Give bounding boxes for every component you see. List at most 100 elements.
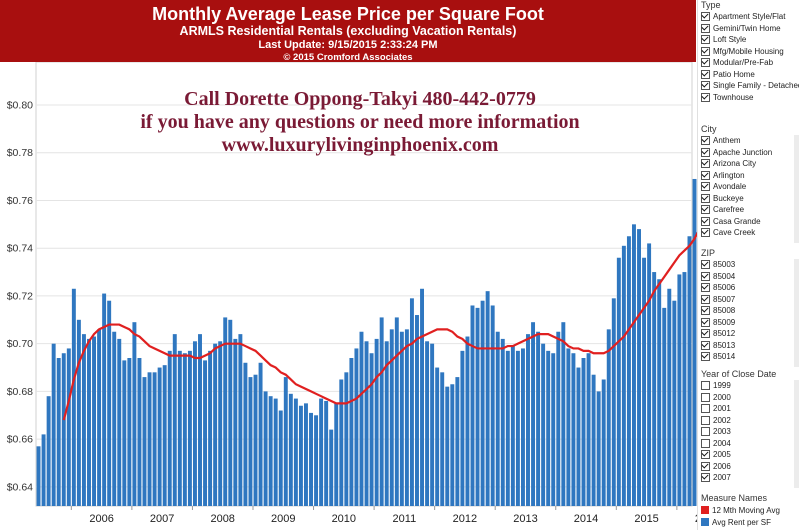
checkbox[interactable] xyxy=(701,260,710,270)
checkbox[interactable] xyxy=(701,461,710,471)
checkbox[interactable] xyxy=(701,427,710,437)
bar xyxy=(157,367,162,506)
zip-filter-option[interactable]: 85009 xyxy=(701,317,799,329)
type-filter-option[interactable]: Mfg/Mobile Housing xyxy=(701,46,799,58)
checkbox[interactable] xyxy=(701,205,710,215)
option-label: Patio Home xyxy=(713,69,755,79)
x-axis: 2006 2007 2008 2009 2010 2011 2012 2013 2014 2015… xyxy=(70,506,697,525)
bar xyxy=(268,396,273,506)
checkbox[interactable] xyxy=(701,438,710,448)
checkbox[interactable] xyxy=(701,392,710,402)
zip-filter-option[interactable]: 85008 xyxy=(701,305,799,317)
year-filter-option[interactable]: 2007 xyxy=(701,472,799,484)
checkbox[interactable] xyxy=(701,12,710,22)
city-filter-option[interactable]: Arlington xyxy=(701,170,799,182)
city-scrollbar[interactable] xyxy=(794,135,799,243)
checkbox[interactable] xyxy=(701,147,710,157)
year-scrollbar[interactable] xyxy=(794,380,799,488)
checkbox[interactable] xyxy=(701,92,710,102)
year-filter-option[interactable]: 2004 xyxy=(701,438,799,450)
legend-swatch xyxy=(701,506,709,514)
zip-filter-option[interactable]: 85014 xyxy=(701,351,799,363)
year-filter-option[interactable]: 2005 xyxy=(701,449,799,461)
checkbox[interactable] xyxy=(701,450,710,460)
city-filter-option[interactable]: Avondale xyxy=(701,181,799,193)
zip-filter-option[interactable]: 85006 xyxy=(701,282,799,294)
checkbox[interactable] xyxy=(701,136,710,146)
city-filter-option[interactable]: Apache Junction xyxy=(701,147,799,159)
bar xyxy=(334,403,339,506)
option-label: 2006 xyxy=(713,461,731,471)
checkbox[interactable] xyxy=(701,271,710,281)
checkbox[interactable] xyxy=(701,46,710,56)
bar xyxy=(112,331,117,506)
bar xyxy=(566,348,571,506)
checkbox[interactable] xyxy=(701,23,710,33)
checkbox[interactable] xyxy=(701,58,710,68)
type-filter-option[interactable]: Loft Style xyxy=(701,34,799,46)
year-filter-title: Year of Close Date xyxy=(701,369,777,379)
year-filter-option[interactable]: 2006 xyxy=(701,461,799,473)
bar xyxy=(46,396,51,506)
checkbox[interactable] xyxy=(701,69,710,79)
zip-scrollbar[interactable] xyxy=(794,259,799,367)
city-filter-option[interactable]: Anthem xyxy=(701,135,799,147)
bar xyxy=(41,434,46,506)
checkbox[interactable] xyxy=(701,415,710,425)
type-filter-option[interactable]: Patio Home xyxy=(701,69,799,81)
x-tick-label: 2015 xyxy=(634,513,658,525)
zip-filter-option[interactable]: 85003 xyxy=(701,259,799,271)
year-filter-option[interactable]: 1999 xyxy=(701,380,799,392)
zip-filter-option[interactable]: 85007 xyxy=(701,294,799,306)
checkbox[interactable] xyxy=(701,294,710,304)
x-tick-label: 2011 xyxy=(393,513,417,525)
year-filter-option[interactable]: 2002 xyxy=(701,415,799,427)
city-filter-option[interactable]: Arizona City xyxy=(701,158,799,170)
checkbox[interactable] xyxy=(701,170,710,180)
checkbox[interactable] xyxy=(701,306,710,316)
last-update: Last Update: 9/15/2015 2:33:24 PM xyxy=(258,39,438,51)
overlay-website-link[interactable]: www.luxurylivinginphoenix.com xyxy=(221,134,499,156)
legend-item[interactable]: 12 Mth Moving Avg xyxy=(701,504,799,516)
checkbox[interactable] xyxy=(701,352,710,362)
checkbox[interactable] xyxy=(701,182,710,192)
checkbox[interactable] xyxy=(701,159,710,169)
checkbox[interactable] xyxy=(701,317,710,327)
bar xyxy=(616,257,621,506)
year-filter-option[interactable]: 2000 xyxy=(701,392,799,404)
bar xyxy=(369,353,374,506)
checkbox[interactable] xyxy=(701,381,710,391)
city-filter-option[interactable]: Casa Grande xyxy=(701,216,799,228)
city-filter-option[interactable]: Buckeye xyxy=(701,193,799,205)
zip-filter-option[interactable]: 85012 xyxy=(701,328,799,340)
bar xyxy=(258,362,263,506)
checkbox[interactable] xyxy=(701,473,710,483)
type-filter-option[interactable]: Modular/Pre-Fab xyxy=(701,57,799,69)
bar xyxy=(324,400,329,506)
checkbox[interactable] xyxy=(701,340,710,350)
checkbox[interactable] xyxy=(701,81,710,91)
zip-filter-option[interactable]: 85004 xyxy=(701,271,799,283)
checkbox[interactable] xyxy=(701,228,710,238)
type-filter-option[interactable]: Single Family - Detached xyxy=(701,80,799,92)
type-filter-option[interactable]: Gemini/Twin Home xyxy=(701,23,799,35)
checkbox[interactable] xyxy=(701,283,710,293)
city-filter-option[interactable]: Carefree xyxy=(701,204,799,216)
city-filter-title: City xyxy=(701,124,717,134)
checkbox[interactable] xyxy=(701,404,710,414)
x-tick-label: 2012 xyxy=(453,513,477,525)
checkbox[interactable] xyxy=(701,193,710,203)
city-filter-option[interactable]: Cave Creek xyxy=(701,227,799,239)
checkbox[interactable] xyxy=(701,35,710,45)
x-tick-label: 2009 xyxy=(271,513,295,525)
year-filter-option[interactable]: 2001 xyxy=(701,403,799,415)
zip-filter-option[interactable]: 85013 xyxy=(701,340,799,352)
year-filter-option[interactable]: 2003 xyxy=(701,426,799,438)
legend-item[interactable]: Avg Rent per SF xyxy=(701,516,799,528)
checkbox[interactable] xyxy=(701,329,710,339)
type-filter-option[interactable]: Townhouse xyxy=(701,92,799,104)
type-filter-option[interactable]: Apartment Style/Flat xyxy=(701,11,799,23)
copyright: © 2015 Cromford Associates xyxy=(283,52,413,63)
checkbox[interactable] xyxy=(701,216,710,226)
bar xyxy=(177,350,182,506)
